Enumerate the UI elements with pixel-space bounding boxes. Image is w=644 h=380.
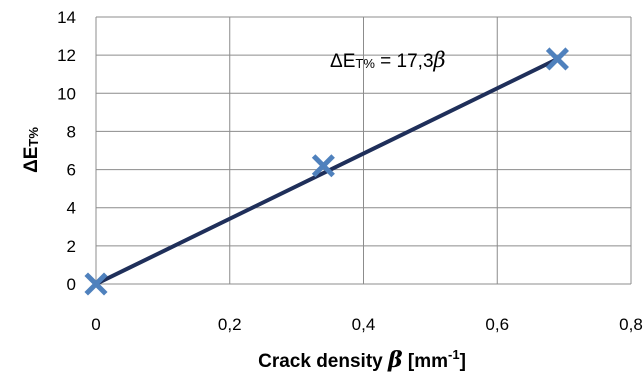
x-axis-title-bracket: ] [460, 351, 466, 372]
x-axis-title-main: Crack density [258, 351, 388, 372]
data-point-1-stroke-b [311, 154, 335, 178]
x-tick-label-4: 0,8 [619, 315, 643, 334]
grid-layer [95, 16, 632, 285]
x-axis-title-unit: [mm [403, 351, 448, 372]
y-tick-label-4: 8 [67, 122, 76, 141]
tick-layer: 0 0,2 0,4 0,6 0,8 0 2 4 6 8 10 12 14 [57, 8, 643, 334]
y-axis-title-e: E [21, 147, 42, 160]
y-axis-title-group: ΔET% [21, 127, 42, 173]
x-tick-label-3: 0,6 [485, 315, 509, 334]
fit-equation-annotation: ΔET% = 17,3β [330, 48, 446, 72]
y-axis-title-subscript: T% [26, 127, 41, 147]
data-point-2-stroke-b [545, 47, 569, 71]
x-tick-label-1: 0,2 [218, 315, 242, 334]
y-tick-label-2: 4 [67, 199, 76, 218]
data-point-0-stroke-b [84, 272, 108, 296]
annotation-delta: Δ [330, 51, 343, 72]
data-point-0 [84, 272, 108, 296]
data-point-2 [545, 47, 569, 71]
y-axis-title-delta: Δ [21, 159, 42, 173]
data-point-1 [311, 154, 335, 178]
y-tick-label-0: 0 [67, 275, 76, 294]
x-axis-title-beta: β [387, 347, 403, 373]
y-tick-label-7: 14 [57, 8, 76, 27]
x-tick-label-2: 0,4 [352, 315, 376, 334]
y-tick-label-6: 12 [57, 46, 76, 65]
y-axis-title: ΔET% [21, 127, 42, 173]
annotation-equation: = 17,3 [375, 51, 434, 72]
y-tick-label-1: 2 [67, 237, 76, 256]
x-axis-title: Crack density β [mm-1] [258, 347, 466, 373]
x-tick-label-0: 0 [91, 315, 100, 334]
marker-layer [84, 47, 569, 296]
annotation-subscript: T% [355, 56, 375, 71]
annotation-beta: β [433, 48, 446, 72]
x-axis-title-superscript: -1 [448, 347, 460, 362]
annotation-e: E [343, 51, 356, 72]
y-tick-label-3: 6 [67, 161, 76, 180]
y-tick-label-5: 10 [57, 84, 76, 103]
